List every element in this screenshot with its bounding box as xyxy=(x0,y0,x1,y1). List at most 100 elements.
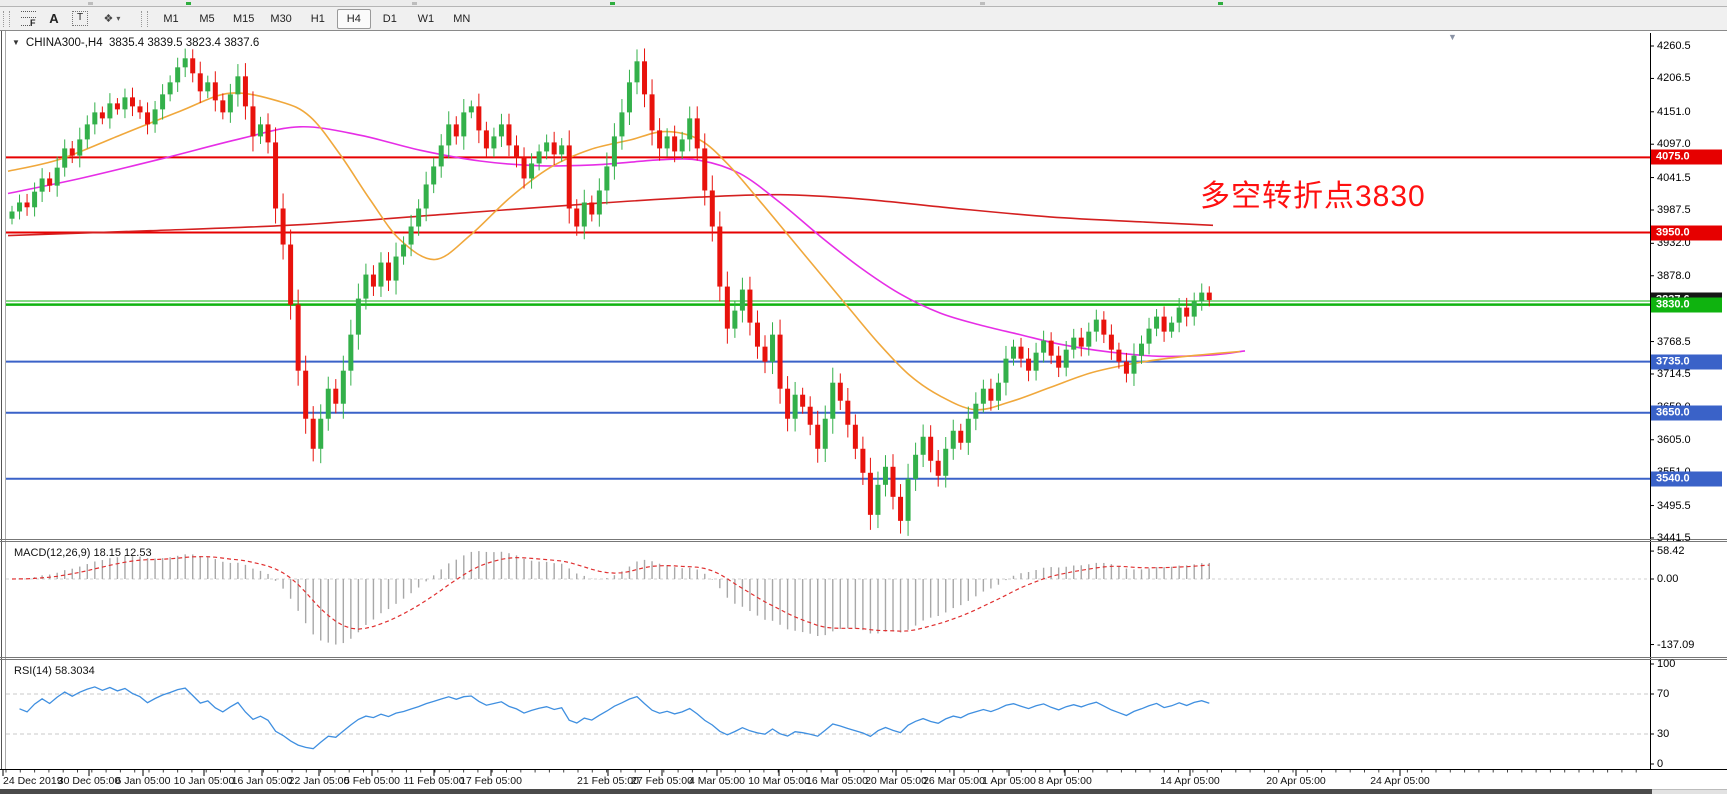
tf-button-D1[interactable]: D1 xyxy=(382,12,397,25)
rsi-tick-label: 100 xyxy=(1657,658,1676,670)
arrows-tool-button[interactable]: ❖ ▾ xyxy=(94,9,130,29)
panel-borders xyxy=(0,31,1727,770)
price-tick-label: 4097.0 xyxy=(1657,138,1691,151)
ma-fast xyxy=(7,92,1241,411)
time-tick-label: 22 Jan 05:00 xyxy=(288,775,350,787)
timeframe-buttons: M1 M5 M15 M30 H1 H4 D1 W1 MN xyxy=(153,8,480,29)
rsi-tick-label: 30 xyxy=(1657,728,1670,740)
price-tick-label: 3768.5 xyxy=(1657,335,1691,348)
chevron-down-icon: ▾ xyxy=(116,14,121,23)
price-tick-label: 3605.0 xyxy=(1657,433,1691,446)
arrows-icon: ❖ xyxy=(103,13,114,25)
tf-button-M15[interactable]: M15 xyxy=(233,12,255,25)
time-tick-label: 24 Dec 2019 xyxy=(3,775,63,787)
window-bottom-frame xyxy=(0,789,1652,794)
rsi-panel-layer xyxy=(6,686,1650,750)
time-tick-label: 30 Dec 05:00 xyxy=(57,775,121,787)
tf-button-MN[interactable]: MN xyxy=(453,12,471,25)
symbol-period-label: CHINA300-,H4 xyxy=(25,37,103,49)
macd-histogram xyxy=(6,551,1650,645)
clipped-toolbar-fragment xyxy=(1218,2,1223,5)
macd-signal-line xyxy=(11,556,1210,632)
fibonacci-retracement-button[interactable]: F xyxy=(16,9,40,29)
time-tick-label: 10 Jan 05:00 xyxy=(173,775,235,787)
chart-window[interactable]: ▼ CHINA300-,H4 3835.4 3839.5 3823.4 3837.… xyxy=(0,30,1727,794)
ohlc-values: 3835.4 3839.5 3823.4 3837.6 xyxy=(109,37,260,49)
rsi-tick-label: 0 xyxy=(1657,758,1664,770)
moving-averages xyxy=(7,92,1246,411)
clipped-toolbar-fragment xyxy=(186,2,191,5)
price-tick-label: 3987.5 xyxy=(1657,203,1691,216)
price-tick-label: 3714.5 xyxy=(1657,367,1691,380)
time-tick-label: 26 Mar 05:00 xyxy=(923,775,985,787)
time-tick-label: 4 Mar 05:00 xyxy=(688,775,746,787)
chart-title: ▼ CHINA300-,H4 3835.4 3839.5 3823.4 3837.… xyxy=(12,37,259,49)
macd-indicator-label: MACD(12,26,9) 18.15 12.53 xyxy=(14,547,152,559)
horizontal-lines[interactable] xyxy=(6,156,1650,480)
time-tick-label: 14 Apr 05:00 xyxy=(1160,775,1220,787)
time-tick-label: 21 Feb 05:00 xyxy=(577,775,639,787)
tf-button-H1[interactable]: H1 xyxy=(310,12,325,25)
price-level-badge: 4075.0 xyxy=(1651,149,1722,165)
text-label-icon: T xyxy=(72,11,88,26)
candles-layer xyxy=(9,48,1212,536)
toolbar-grip[interactable] xyxy=(3,10,10,27)
price-tick-label: 4041.5 xyxy=(1657,171,1691,184)
time-tick-label: 20 Apr 05:00 xyxy=(1266,775,1326,787)
chart-canvas[interactable] xyxy=(0,31,1727,794)
text-tool-button[interactable]: A xyxy=(42,9,66,29)
price-tick-label: 4260.5 xyxy=(1657,40,1691,52)
price-tick-label: 4206.5 xyxy=(1657,72,1691,85)
time-tick-label: 16 Jan 05:00 xyxy=(231,775,293,787)
macd-tick-label: 58.42 xyxy=(1657,545,1685,558)
tf-button-M5[interactable]: M5 xyxy=(199,12,215,25)
time-tick-label: 10 Mar 05:00 xyxy=(748,775,810,787)
tf-button-H4[interactable]: H4 xyxy=(336,8,371,29)
clipped-toolbar-fragment xyxy=(980,2,985,5)
tf-button-W1[interactable]: W1 xyxy=(417,12,435,25)
clipped-toolbar-fragment xyxy=(610,2,615,5)
time-tick-label: 27 Feb 05:00 xyxy=(631,775,693,787)
price-tick-label: 3441.5 xyxy=(1657,531,1691,544)
ma-mid xyxy=(7,125,1246,358)
price-tick-label: 3495.5 xyxy=(1657,499,1691,512)
price-level-badge: 3650.0 xyxy=(1651,405,1722,421)
tf-button-M1[interactable]: M1 xyxy=(163,12,179,25)
text-label-tool-button[interactable]: T xyxy=(68,9,92,29)
rsi-tick-label: 70 xyxy=(1657,688,1670,700)
time-tick-label: 1 Apr 05:00 xyxy=(982,775,1036,787)
price-level-badge: 3950.0 xyxy=(1651,225,1722,241)
ma-slow xyxy=(7,193,1214,237)
toolbar: F A T ❖ ▾ M1 M5 M15 M30 H1 H4 D1 W1 MN xyxy=(0,7,1727,30)
price-level-badge: 3830.0 xyxy=(1651,297,1722,313)
price-level-badge: 3735.0 xyxy=(1651,354,1722,370)
price-tick-label: 4151.0 xyxy=(1657,105,1691,118)
time-tick-label: 8 Apr 05:00 xyxy=(1038,775,1092,787)
toolbar-grip[interactable] xyxy=(141,10,148,27)
text-icon: A xyxy=(49,11,59,26)
price-level-badge: 3540.0 xyxy=(1651,471,1722,487)
time-tick-label: 5 Feb 05:00 xyxy=(343,775,401,787)
tf-button-M30[interactable]: M30 xyxy=(270,12,292,25)
rsi-indicator-label: RSI(14) 58.3034 xyxy=(14,665,95,677)
clipped-upper-toolbar xyxy=(0,0,1727,7)
price-tick-label: 3878.0 xyxy=(1657,269,1691,282)
macd-tick-label: -137.09 xyxy=(1657,638,1695,651)
axis-ticks xyxy=(2,45,1654,776)
time-tick-label: 24 Apr 05:00 xyxy=(1370,775,1430,787)
fibonacci-icon: F xyxy=(20,11,36,28)
window-bottom-frame-right xyxy=(1652,789,1727,794)
time-tick-label: 6 Jan 05:00 xyxy=(115,775,171,787)
rsi-line xyxy=(19,686,1210,750)
splitter-arrow-icon[interactable]: ▼ xyxy=(1448,32,1457,42)
time-tick-label: 17 Feb 05:00 xyxy=(460,775,522,787)
time-tick-label: 16 Mar 05:00 xyxy=(806,775,868,787)
macd-tick-label: 0.00 xyxy=(1657,573,1679,585)
time-tick-label: 11 Feb 05:00 xyxy=(403,775,465,787)
time-tick-label: 20 Mar 05:00 xyxy=(865,775,927,787)
chart-text-annotation[interactable]: 多空转折点3830 xyxy=(1200,180,1426,213)
price-tick-label: 3932.0 xyxy=(1657,237,1691,250)
chevron-down-icon: ▼ xyxy=(12,38,20,47)
clipped-toolbar-fragment xyxy=(88,2,93,5)
